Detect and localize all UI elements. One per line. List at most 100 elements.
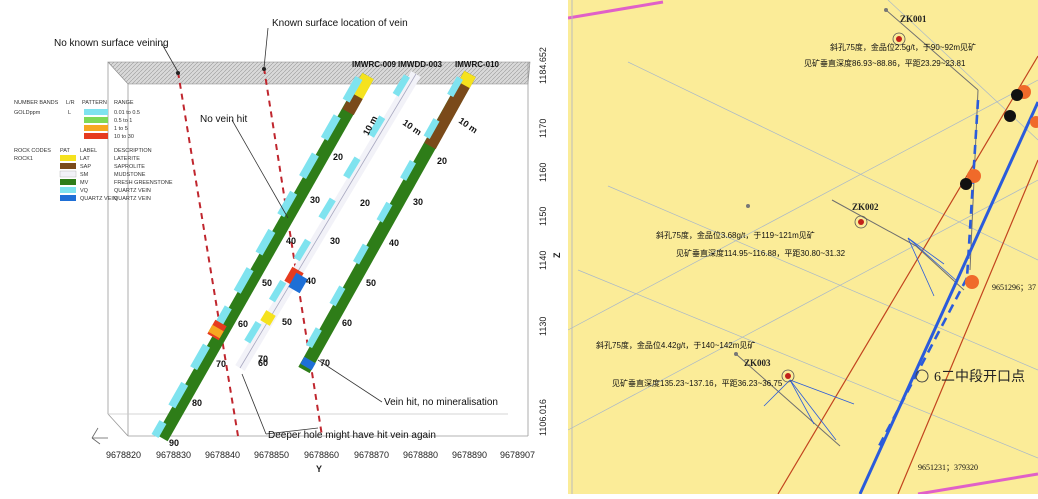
annotation-known-surface: Known surface location of vein [272,18,408,29]
depth-label: 20 [333,152,343,162]
grid-lines [568,0,1038,459]
z-tick: 1150 [538,207,548,226]
legend-rock-label: QUARTZ VEIN [80,196,117,202]
z-tick: 1160 [538,163,548,182]
depth-label: 60 [238,319,248,329]
note-zk002-line1: 斜孔75度，金品位3.68g/t，于119~121m见矿 [656,230,815,240]
note-zk003-line2: 见矿垂直深度135.23~137.16，平距36.23~36.75 [612,378,783,388]
drillhole-imwrc-010 [294,70,476,374]
note-zk002-line2: 见矿垂直深度114.95~116.88，平距30.80~31.32 [676,248,846,258]
legend-band-range: 1 to 5 [114,126,128,132]
z-tick: 1106.016 [538,399,548,436]
section-lines [777,55,1038,494]
z-tick: 1170 [538,119,548,138]
depth-label: 60 [258,358,268,368]
legend-bands-h3: PATTERN [82,100,107,106]
y-tick: 9678850 [254,450,289,460]
legend-band-range: 0.5 to 1 [114,118,132,124]
depth-label: 60 [342,318,352,328]
legend-rocks-h3: LABEL [80,148,97,154]
depth-label: 30 [310,195,320,205]
opening-point-marker [915,369,929,383]
legend-bands-h4: RANGE [114,100,134,106]
z-tick: 1130 [538,317,548,336]
note-zk003-line1: 斜孔75度，金品位4.42g/t，于140~142m见矿 [596,340,755,350]
note-zk001-line2: 见矿垂直深度86.93~88.86，平距23.29~23.81 [804,58,966,68]
legend-rock-desc: SAPROLITE [114,164,145,170]
depth-label: 30 [330,236,340,246]
depth-label: 70 [258,354,268,364]
y-tick: 9678840 [205,450,240,460]
legend-rocks-h1: ROCK CODES [14,148,51,154]
y-tick: 9678830 [156,450,191,460]
depth-label: 10 m [401,117,424,137]
legend-rock-desc: FRESH GREENSTONE [114,180,173,186]
annotation-deeper-hole: Deeper hole might have hit vein again [268,430,436,441]
legend-rock-label: SM [80,172,89,178]
depth-label: 70 [320,358,330,368]
collar-label-2: IMWDD-003 [398,60,443,69]
collar-label-1: IMWRC-009 [352,60,397,69]
legend-rock-label: MV [80,180,89,186]
depth-label: 50 [262,278,272,288]
legend-bands-lr: L [68,110,71,116]
y-tick: 9678880 [403,450,438,460]
collar-label-3: IMWRC-010 [455,60,500,69]
legend-rock-label: LAT [80,156,90,162]
legend-rocks-h2: PAT [60,148,71,154]
y-tick: 9678870 [354,450,389,460]
legend-rock-label: SAP [80,164,91,170]
legend-rock-desc: MUDSTONE [114,172,146,178]
depth-label: 10 m [457,115,480,135]
coord-label-1: 9651296；37 [992,283,1036,292]
axis-frame [107,62,529,437]
annotation-no-surface: No known surface veining [54,38,169,49]
y-tick: 9678890 [452,450,487,460]
intersection-markers [960,85,1038,289]
boundary-line-top [568,0,664,20]
hole-label-zk002: ZK002 [852,202,879,212]
legend-rock-label: VQ [80,188,89,194]
depth-label: 80 [192,398,202,408]
depth-label: 30 [413,197,423,207]
legend-bands-h1: NUMBER BANDS [14,100,59,106]
depth-label: 50 [282,317,292,327]
coord-label-2: 9651231；379320 [918,463,978,472]
hole-label-zk003: ZK003 [744,358,771,368]
depth-label: 40 [286,236,296,246]
cross-section-panel: ZK001 ZK002 ZK003 斜孔75度，金品位2.5g/t，于90~92… [568,0,1038,494]
y-tick: 9678907 [500,450,535,460]
y-tick: 9678820 [106,450,141,460]
legend-rock-desc: QUARTZ VEIN [114,188,151,194]
depth-label: 40 [389,238,399,248]
legend-rocks-field: ROCK1 [14,156,33,162]
cross-section-figure: ZK001 ZK002 ZK003 斜孔75度，金品位2.5g/t，于90~92… [568,0,1038,494]
depth-label: 40 [306,276,316,286]
depth-label: 70 [216,359,226,369]
boundary-line-bottom [917,472,1038,494]
depth-label: 90 [169,438,179,448]
legend-band-range: 10 to 30 [114,134,134,140]
legend-band-range: 0.01 to 0.5 [114,110,140,116]
depth-label: 20 [437,156,447,166]
opening-point-label: 6二中段开口点 [934,369,1025,385]
legend-rock-desc: LATERITE [114,156,140,162]
y-tick: 9678860 [304,450,339,460]
depth-label: 20 [360,198,370,208]
z-tick: 1184.652 [538,47,548,84]
legend-rock-desc: QUARTZ VEIN [114,196,151,202]
y-axis-title: Y [316,464,322,474]
note-zk001-line1: 斜孔75度，金品位2.5g/t，于90~92m见矿 [830,42,976,52]
legend-bands-field: GOLDppm [14,110,41,116]
axis-triad [91,427,108,445]
drillhole-section-panel: IMWRC-009 IMWDD-003 IMWRC-010 10 m 20 30… [14,18,562,474]
blue-traces [763,99,1038,494]
annotation-no-vein-hit: No vein hit [200,114,247,125]
annotation-vein-hit: Vein hit, no mineralisation [384,397,498,408]
legend-rocks-h4: DESCRIPTION [114,148,152,154]
z-axis-title: Z [552,252,562,258]
drillhole-imwrc-009 [151,72,374,442]
z-tick: 1140 [538,251,548,270]
projected-vein-line-east [263,67,323,437]
drillhole-imwdd-003 [232,71,421,371]
